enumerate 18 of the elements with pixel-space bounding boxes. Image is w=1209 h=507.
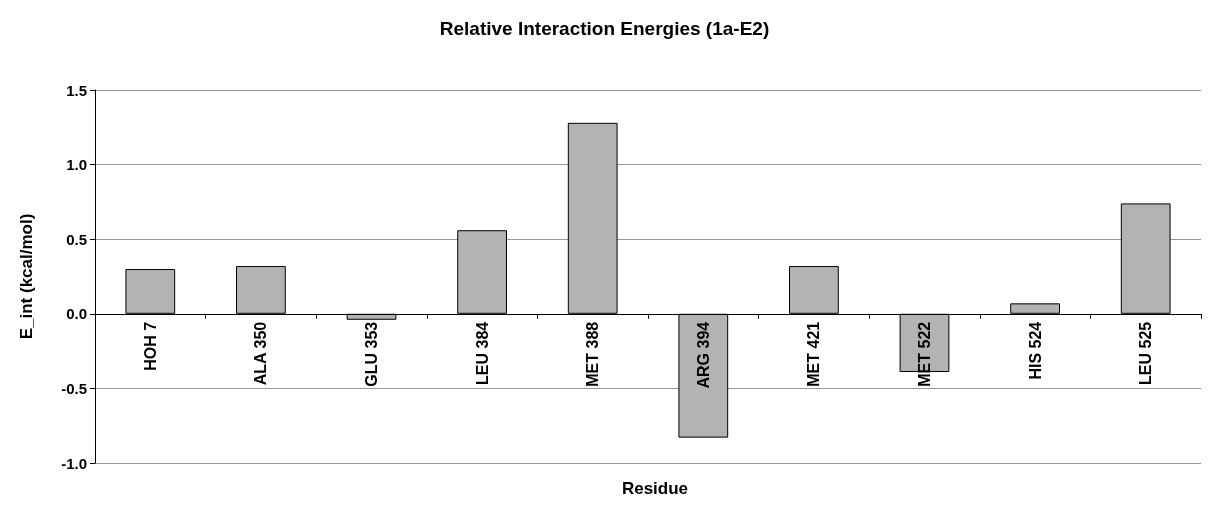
y-axis-title: E_int (kcal/mol): [17, 213, 36, 340]
x-tick-label: MET 421: [805, 321, 823, 387]
x-tick-label: LEU 525: [1137, 321, 1155, 385]
x-tick-label: ARG 394: [694, 321, 712, 389]
chart-title: Relative Interaction Energies (1a-E2): [439, 18, 770, 39]
y-tick-label: 1.5: [66, 81, 87, 99]
x-tick-label: ALA 350: [252, 321, 270, 386]
x-tick-label: GLU 353: [363, 321, 380, 387]
x-axis-title: Residue: [621, 479, 689, 498]
y-tick-label: 1.0: [66, 156, 87, 174]
x-tick-label: LEU 384: [473, 321, 491, 385]
x-tick-label: HOH 7: [141, 321, 159, 371]
y-tick-label: 0.0: [66, 305, 87, 323]
x-tick-label: MET 388: [584, 321, 602, 387]
y-tick-label: 0.5: [66, 230, 87, 248]
x-tick-label: HIS 524: [1026, 321, 1044, 380]
y-tick-label: -0.5: [61, 379, 87, 397]
y-tick-label: -1.0: [61, 454, 87, 472]
